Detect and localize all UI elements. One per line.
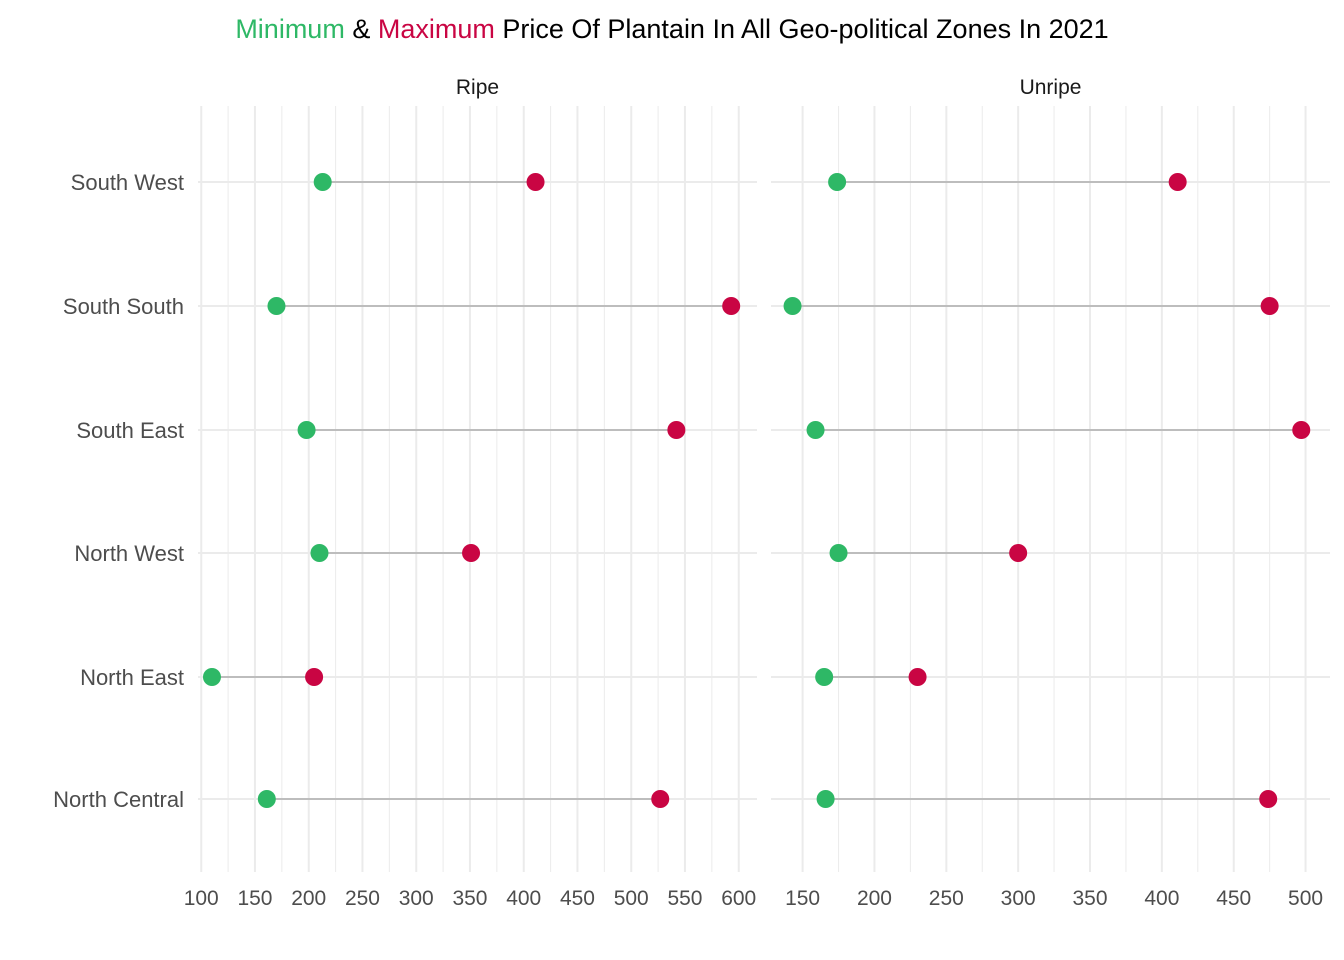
x-tick-label: 100 (184, 887, 219, 910)
y-tick-label: North East (80, 665, 184, 690)
minimum-point (202, 668, 221, 686)
minimum-point (816, 790, 835, 808)
y-tick-label: North West (74, 541, 184, 566)
y-tick-label: South West (71, 170, 184, 195)
facet-label-unripe: Unripe (1020, 76, 1082, 99)
y-tick-label: North Central (53, 787, 184, 812)
x-tick-label: 350 (452, 887, 487, 910)
minimum-point (310, 544, 329, 562)
chart-title: Minimum & Maximum Price Of Plantain In A… (0, 14, 1344, 45)
maximum-point (1259, 790, 1278, 808)
minimum-point (783, 297, 802, 315)
x-tick-label: 600 (721, 887, 756, 910)
maximum-point (1292, 421, 1311, 439)
minimum-point (815, 668, 834, 686)
x-tick-label: 350 (1072, 887, 1107, 910)
x-tick-label: 500 (1288, 887, 1323, 910)
x-tick-label: 450 (560, 887, 595, 910)
minimum-point (806, 421, 825, 439)
maximum-point (305, 668, 324, 686)
x-tick-label: 450 (1216, 887, 1251, 910)
minimum-point (829, 544, 848, 562)
minimum-point (257, 790, 276, 808)
x-tick-label: 400 (506, 887, 541, 910)
maximum-point (462, 544, 481, 562)
maximum-point (1168, 173, 1187, 191)
maximum-point (1260, 297, 1279, 315)
x-tick-label: 150 (237, 887, 272, 910)
y-tick-label: South South (63, 294, 184, 319)
maximum-point (722, 297, 741, 315)
x-tick-label: 150 (785, 887, 820, 910)
maximum-point (667, 421, 686, 439)
minimum-point (267, 297, 286, 315)
maximum-point (1009, 544, 1028, 562)
title-minimum: Minimum (235, 14, 345, 44)
maximum-point (526, 173, 545, 191)
minimum-point (297, 421, 316, 439)
x-tick-label: 400 (1144, 887, 1179, 910)
x-tick-label: 300 (399, 887, 434, 910)
minimum-point (313, 173, 332, 191)
x-tick-label: 500 (614, 887, 649, 910)
x-tick-label: 250 (345, 887, 380, 910)
y-tick-label: South East (76, 418, 184, 443)
x-tick-label: 300 (1001, 887, 1036, 910)
x-tick-label: 200 (857, 887, 892, 910)
facet-label-ripe: Ripe (456, 76, 499, 99)
maximum-point (908, 668, 927, 686)
title-ampersand: & (344, 14, 378, 44)
title-rest: Price Of Plantain In All Geo-political Z… (494, 14, 1109, 44)
x-tick-label: 550 (667, 887, 702, 910)
maximum-point (651, 790, 670, 808)
minimum-point (828, 173, 847, 191)
x-tick-label: 250 (929, 887, 964, 910)
x-tick-label: 200 (291, 887, 326, 910)
title-maximum: Maximum (377, 14, 495, 44)
